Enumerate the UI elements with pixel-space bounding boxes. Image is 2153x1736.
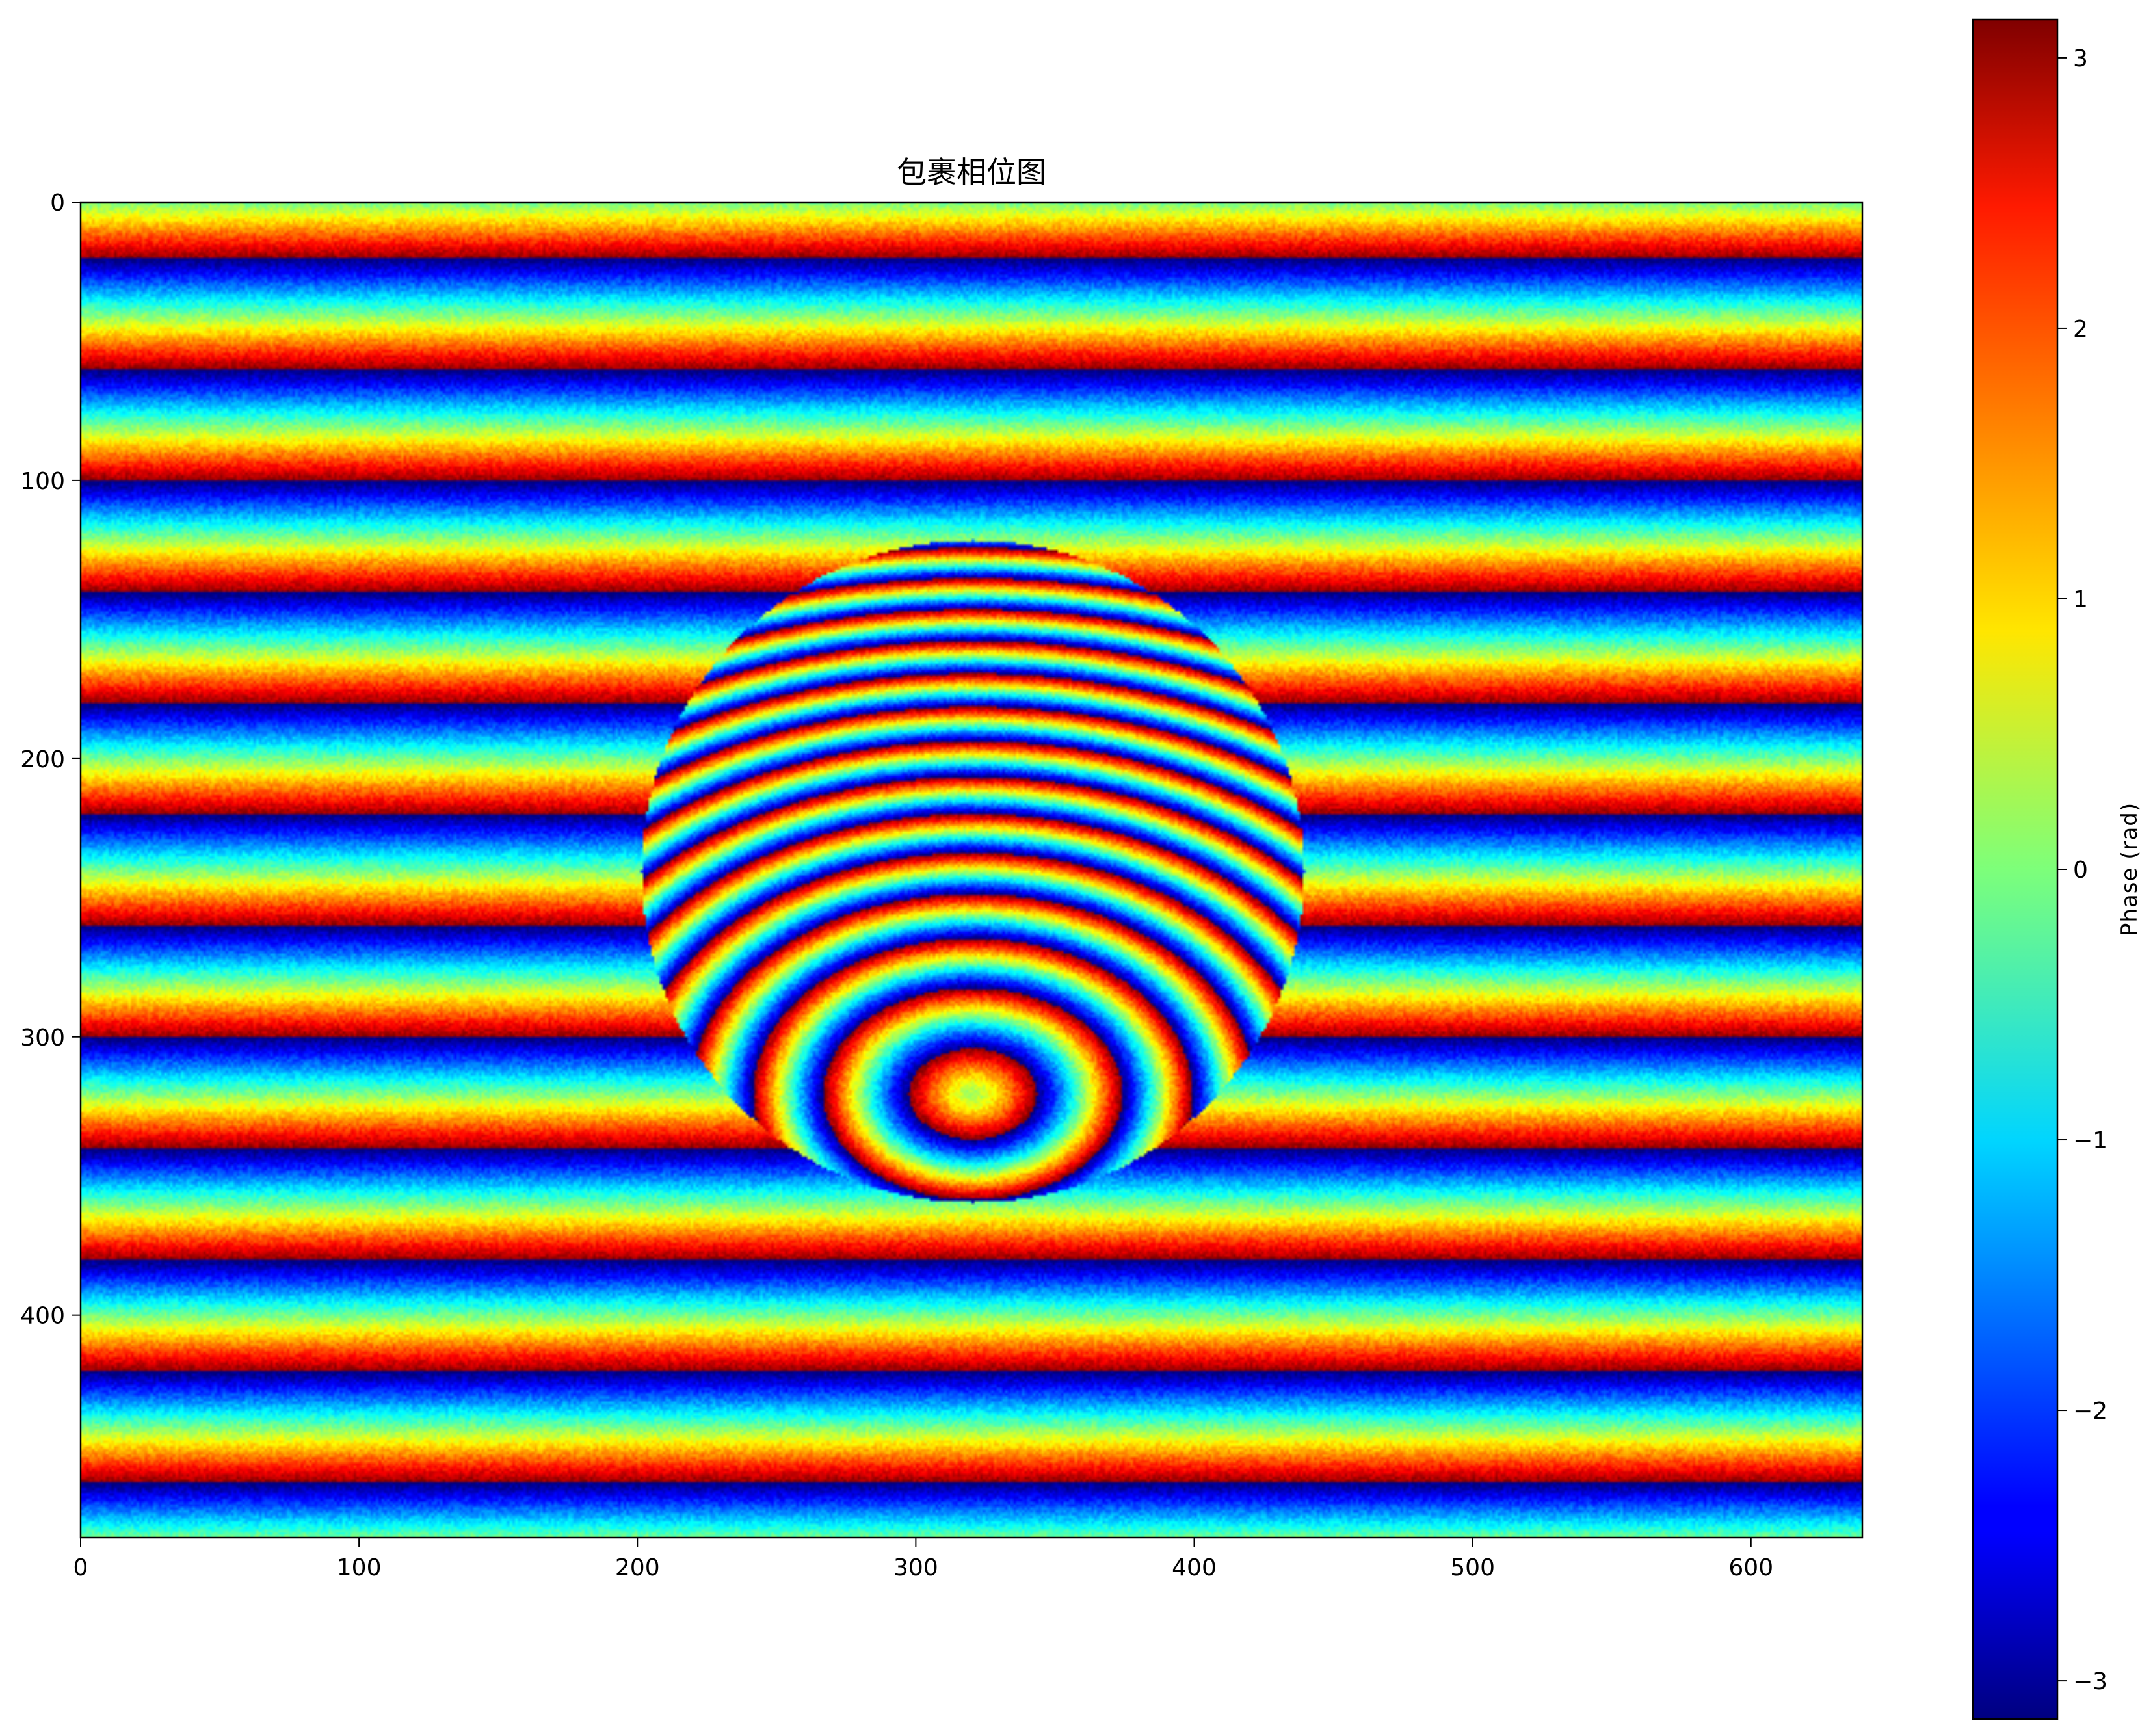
- plot-area: [79, 201, 1864, 1539]
- x-tick-label: 300: [893, 1555, 938, 1581]
- colorbar-label: Phase (rad): [2117, 802, 2143, 936]
- y-tick-label: 100: [20, 468, 65, 495]
- x-tick-label: 100: [337, 1555, 382, 1581]
- x-tick-label: 0: [73, 1555, 88, 1581]
- x-tick-label: 400: [1172, 1555, 1217, 1581]
- y-tick-label: 300: [20, 1025, 65, 1051]
- x-tick-label: 500: [1450, 1555, 1495, 1581]
- x-tick-label: 200: [615, 1555, 660, 1581]
- x-axis: 0 100 200 300 400 500 600: [73, 1538, 1773, 1581]
- colorbar-ticks: −3 −2 −1 0 1 2 3: [2057, 46, 2107, 1695]
- y-tick-label: 400: [20, 1303, 65, 1330]
- colorbar-tick-label: 2: [2073, 316, 2088, 343]
- chart-title: 包裹相位图: [897, 155, 1046, 190]
- colorbar-tick-label: 3: [2073, 46, 2088, 72]
- colorbar-tick-label: 1: [2073, 586, 2088, 613]
- colorbar-tick-label: 0: [2073, 857, 2088, 884]
- phase-heatmap-image: [81, 202, 1862, 1538]
- colorbar-bar: [1972, 18, 2059, 1720]
- colorbar-tick-label: −1: [2073, 1127, 2107, 1154]
- colorbar: −3 −2 −1 0 1 2 3 Phase (rad): [1972, 18, 2143, 1720]
- x-tick-label: 600: [1728, 1555, 1773, 1581]
- plot-frame: [79, 201, 1864, 1539]
- colorbar-tick-label: −2: [2073, 1398, 2107, 1425]
- colorbar-tick-label: −3: [2073, 1668, 2107, 1695]
- y-tick-label: 0: [50, 190, 65, 217]
- y-axis: 0 100 200 300 400: [20, 190, 81, 1330]
- y-tick-label: 200: [20, 746, 65, 773]
